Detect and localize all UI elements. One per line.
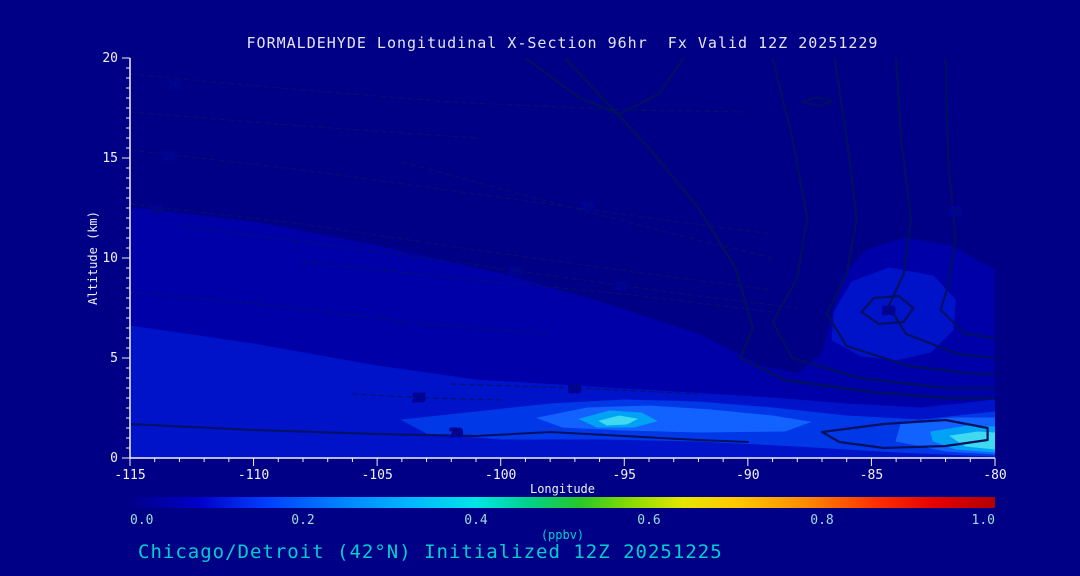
- x-tick-label: -80: [983, 468, 1006, 483]
- contour-line: [820, 418, 989, 450]
- chart-title: FORMALDEHYDE Longitudinal X-Section 96hr…: [246, 34, 879, 52]
- colorbar-tick-label: 0.6: [637, 513, 660, 528]
- x-tick-label: -95: [613, 468, 636, 483]
- contour-label: 25: [413, 393, 425, 404]
- init-caption: Chicago/Detroit (42°N) Initialized 12Z 2…: [138, 541, 723, 563]
- y-tick-label: 10: [102, 251, 118, 266]
- contour-label: 30: [151, 205, 163, 216]
- y-tick-label: 20: [102, 51, 118, 66]
- contour-line: [563, 58, 995, 400]
- x-tick-label: -105: [361, 468, 392, 483]
- contour-line: [130, 423, 749, 443]
- x-axis-title: Longitude: [530, 482, 595, 496]
- contour-label: 30: [510, 267, 522, 278]
- contour-label: 20: [164, 151, 176, 162]
- contour-label: 50: [949, 207, 961, 218]
- colorbar-tick-label: 0.2: [291, 513, 314, 528]
- contour-line: [860, 294, 915, 326]
- contour-line: [130, 291, 551, 335]
- contour-line: [771, 58, 995, 390]
- contour-label: 35: [569, 384, 581, 395]
- contour-line: [801, 96, 833, 107]
- contour-label: 10: [581, 201, 593, 212]
- y-tick-label: 15: [102, 151, 118, 166]
- x-tick-label: -100: [485, 468, 516, 483]
- contour-label: 70: [450, 428, 462, 439]
- colorbar-tick-label: 1.0: [972, 513, 995, 528]
- x-tick-label: -110: [238, 468, 269, 483]
- contour-label: 30: [883, 306, 895, 317]
- x-tick-label: -90: [736, 468, 759, 483]
- contour-line: [450, 383, 699, 395]
- colorbar-tick-label: 0.8: [810, 513, 833, 528]
- contour-line: [825, 58, 995, 376]
- colorbar: 0.0 0.2 0.4 0.6 0.8 1.0 (ppbv): [130, 497, 995, 542]
- contour-line: [130, 73, 749, 113]
- y-tick-label: 0: [110, 451, 118, 466]
- contour-label: 20: [616, 281, 628, 292]
- colorbar-gradient: [130, 497, 995, 508]
- contour-label: 70: [168, 80, 180, 91]
- contour-line: [939, 58, 995, 339]
- colorbar-tick-label: 0.0: [130, 513, 153, 528]
- colorbar-units-label: (ppbv): [541, 528, 584, 542]
- y-axis-title: Altitude (km): [86, 211, 100, 305]
- colorbar-tick-label: 0.4: [464, 513, 488, 528]
- y-tick-label: 5: [110, 351, 118, 366]
- contour-labels: 70 20 30 10 30 20 25 35 70 30 50: [150, 79, 963, 441]
- x-tick-label: -115: [114, 468, 145, 483]
- fill-region: [598, 415, 639, 426]
- contour-line: [401, 161, 774, 259]
- x-tick-label: -85: [860, 468, 883, 483]
- contour-line: [887, 58, 995, 360]
- axes: 0 5 10 15 20 -115 -110 -105 -100 -95 -90 -85 -80 Long…: [86, 51, 1007, 496]
- contour-line: [302, 261, 774, 313]
- contour-line: [351, 393, 502, 401]
- contour-line: [524, 58, 685, 116]
- contour-lines: [130, 58, 995, 450]
- contour-line: [130, 111, 477, 139]
